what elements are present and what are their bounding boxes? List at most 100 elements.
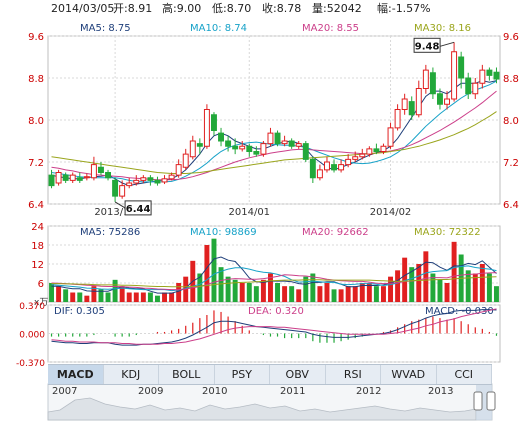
volume-bar — [373, 286, 379, 302]
volume-bar — [267, 273, 273, 302]
volume-bar — [126, 292, 132, 302]
volume-bar — [465, 270, 471, 302]
candle-body — [359, 153, 366, 158]
volume-bar — [239, 283, 245, 302]
candle-body — [323, 161, 330, 171]
tab-macd[interactable]: MACD — [48, 365, 104, 384]
max-pointer — [439, 41, 455, 47]
candle-body — [260, 143, 267, 155]
candle-body — [246, 145, 253, 152]
navigator-year-label: 2010 — [202, 386, 228, 397]
volume-ma10-line — [51, 265, 497, 292]
macd-dea-line — [51, 308, 497, 345]
candle-body — [274, 132, 281, 145]
volume-bar — [366, 283, 372, 302]
volume-bar — [162, 292, 168, 302]
x-tick-label: 2014/02 — [370, 207, 412, 218]
candle-body — [210, 114, 217, 131]
candle-body — [168, 174, 175, 180]
tab-rsi[interactable]: RSI — [326, 365, 381, 384]
volume-bar — [317, 286, 323, 302]
volume-bar — [56, 286, 62, 302]
candle-body — [295, 143, 302, 147]
volume-bar — [402, 257, 408, 302]
navigator-year-label: 2009 — [138, 386, 164, 397]
price-tick-left: 6.4 — [28, 200, 44, 211]
candle-body — [196, 143, 203, 147]
volume-bar — [493, 286, 499, 302]
candle-body — [444, 98, 451, 105]
volume-bar — [472, 273, 478, 302]
volume-bar — [232, 279, 238, 302]
tab-psy[interactable]: PSY — [215, 365, 270, 384]
tab-cci[interactable]: CCI — [437, 365, 492, 384]
price-tick-left: 8.0 — [28, 116, 44, 127]
volume-bar — [225, 276, 231, 302]
volume-bar — [147, 292, 153, 302]
candle-body — [140, 177, 147, 181]
volume-bar — [140, 292, 146, 302]
candle-body — [373, 148, 380, 152]
x-tick-label: 2014/01 — [229, 207, 271, 218]
candle-body — [366, 148, 373, 155]
volume-bar — [119, 286, 125, 302]
price-ma10-line — [51, 80, 497, 183]
volume-bar — [324, 283, 330, 302]
candle-body — [401, 98, 408, 110]
candle-body — [253, 151, 260, 155]
candle-body — [105, 172, 112, 179]
volume-bar — [486, 273, 492, 302]
min-label: 6.44 — [126, 204, 151, 215]
header-high: 高:9.00 — [162, 1, 201, 15]
volume-ma30-line — [51, 276, 497, 288]
candle-body — [352, 156, 359, 160]
candle-body — [479, 69, 486, 84]
tab-kdj[interactable]: KDJ — [104, 365, 159, 384]
volume-bar — [84, 295, 90, 302]
candle-body — [281, 140, 288, 145]
price-panel: 6.4 6.4 7.2 7.2 8.0 8.0 8.8 8.8 9.6 9.6 2013/12 201… — [28, 23, 519, 218]
candle-body — [465, 77, 472, 95]
volume-bar — [338, 289, 344, 302]
volume-bar — [430, 273, 436, 302]
header-open: 开:8.91 — [113, 2, 152, 15]
header-date: 2014/03/05 — [51, 2, 114, 15]
candle-body — [451, 51, 458, 100]
candle-body — [203, 109, 210, 147]
price-ma20-line — [51, 90, 497, 181]
volume-bar — [345, 286, 351, 302]
navigator-year-label: 2011 — [280, 386, 306, 397]
tab-boll[interactable]: BOLL — [159, 365, 215, 384]
volume-bar — [395, 270, 401, 302]
navigator-right-handle[interactable] — [486, 391, 496, 411]
navigator-left-handle[interactable] — [473, 391, 483, 411]
volume-bar — [331, 289, 337, 302]
candle-body — [429, 72, 436, 95]
price-tick-left: 8.8 — [28, 74, 44, 85]
candle-body — [387, 127, 394, 147]
candle-body — [48, 174, 55, 187]
header-change: 幅:-1.57% — [377, 2, 431, 15]
candle-body — [239, 145, 246, 150]
price-tick-right: 8.8 — [503, 74, 519, 85]
price-tick-right: 9.6 — [503, 32, 519, 43]
macd-tick: 0.370 — [19, 302, 45, 312]
volume-bar — [63, 289, 69, 302]
min-label-box — [124, 200, 152, 216]
time-navigator[interactable] — [47, 383, 496, 421]
price-legend-item: MA10: 8.74 — [190, 23, 247, 34]
volume-legend-item: MA10: 98869 — [190, 227, 257, 238]
candle-body — [486, 69, 493, 76]
volume-panel: 6 12 18 24 x万 MA5: 75286 MA10: 98869 MA20: 9266… — [31, 222, 501, 308]
volume-bar — [105, 292, 111, 302]
tab-wvad[interactable]: WVAD — [381, 365, 437, 384]
volume-bar — [133, 292, 139, 302]
tab-obv[interactable]: OBV — [270, 365, 326, 384]
macd-panel: -0.370 0.000 0.370 DIF: 0.305 DEA: 0.320 MACD… — [16, 302, 501, 369]
volume-bar — [169, 292, 175, 302]
volume-ma20-line — [51, 272, 497, 291]
volume-bar — [260, 279, 266, 302]
candle-body — [126, 182, 133, 187]
price-tick-right: 8.0 — [503, 116, 519, 127]
